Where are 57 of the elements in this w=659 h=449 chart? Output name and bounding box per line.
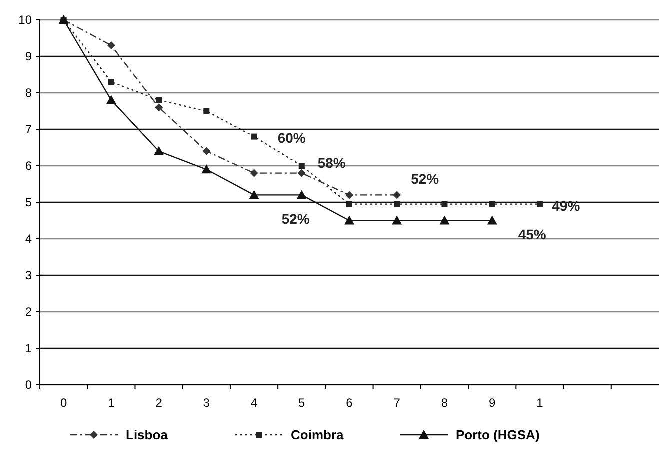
x-tick-label: 0 <box>60 396 68 410</box>
y-tick-label: 10 <box>18 13 32 28</box>
y-tick-label: 2 <box>25 305 32 320</box>
annotation: 52% <box>411 171 440 188</box>
x-tick-label: 4 <box>250 396 258 410</box>
point <box>442 201 448 208</box>
x-tick-label: 1 <box>108 396 116 410</box>
y-tick-label: 8 <box>25 86 32 100</box>
x-tick-label: 3 <box>203 396 210 410</box>
y-tick-label: 9 <box>25 50 32 64</box>
legend-label: Lisboa <box>126 428 169 443</box>
point <box>204 108 210 114</box>
x-tick-label: 8 <box>441 396 448 410</box>
annotation: 45% <box>518 226 547 243</box>
y-tick-label: 5 <box>25 196 32 210</box>
x-tick-label: 1 <box>536 396 544 410</box>
annotation: 49% <box>552 198 581 214</box>
point <box>392 216 402 225</box>
point <box>536 201 543 208</box>
point <box>154 146 164 156</box>
annotation: 52% <box>282 211 310 228</box>
point <box>202 164 212 174</box>
x-tick-label: 6 <box>346 396 354 410</box>
point <box>296 190 307 200</box>
point <box>251 134 258 140</box>
point <box>346 191 354 200</box>
point <box>249 190 260 200</box>
point <box>394 201 400 208</box>
y-tick-label: 3 <box>25 268 32 283</box>
point <box>489 201 496 208</box>
x-tick-label: 5 <box>298 396 306 410</box>
annotation: 58% <box>318 155 346 172</box>
point <box>106 95 116 104</box>
point <box>298 163 305 169</box>
x-tick-label: 7 <box>394 396 401 410</box>
point <box>250 169 258 178</box>
y-tick-label: 1 <box>25 342 32 356</box>
x-tick-label: 9 <box>489 396 496 410</box>
x-tick-label: 2 <box>156 396 163 410</box>
point <box>155 104 164 112</box>
point <box>202 147 211 156</box>
y-tick-label: 4 <box>25 232 32 246</box>
point <box>487 216 498 225</box>
point <box>108 79 114 86</box>
point <box>298 169 306 178</box>
legend-label: Coimbra <box>291 428 344 443</box>
point <box>346 201 352 208</box>
point <box>393 191 402 200</box>
point <box>156 97 162 104</box>
annotation: 60% <box>278 130 306 146</box>
y-tick-label: 6 <box>25 159 32 174</box>
point <box>440 216 450 225</box>
y-tick-label: 7 <box>25 122 32 137</box>
point <box>344 216 354 225</box>
y-tick-label: 0 <box>25 378 32 392</box>
point <box>107 42 116 50</box>
legend-label: Porto (HGSA) <box>456 428 540 443</box>
